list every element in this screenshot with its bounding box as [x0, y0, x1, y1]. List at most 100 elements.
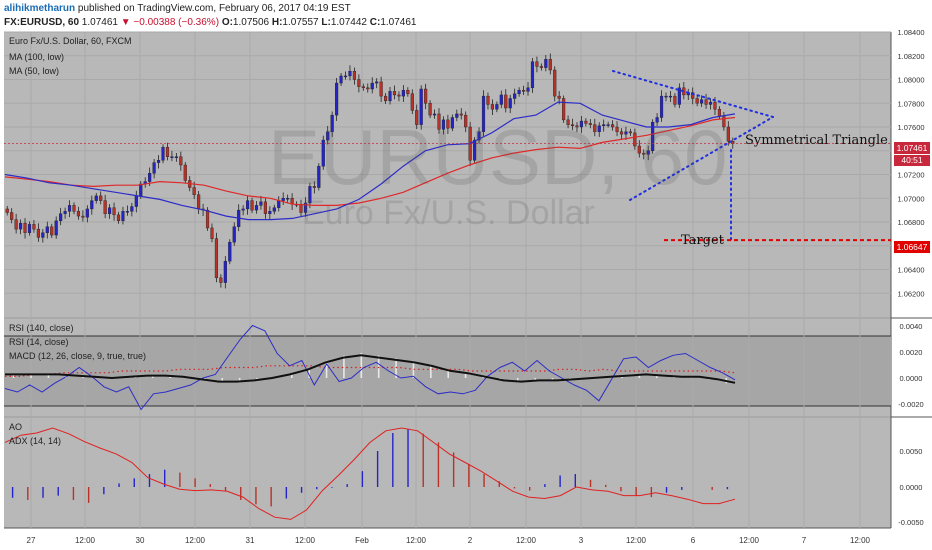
- candle-body: [624, 131, 628, 135]
- candle-body: [713, 101, 717, 110]
- candle-body: [63, 211, 67, 214]
- candle-body: [5, 208, 9, 213]
- candle-body: [588, 123, 592, 125]
- candle-body: [263, 201, 267, 214]
- candle-body: [250, 200, 254, 211]
- main-title[interactable]: Euro Fx/U.S. Dollar, 60, FXCM: [9, 36, 132, 46]
- candle-body: [379, 81, 383, 97]
- candle-body: [504, 94, 508, 109]
- time-tick-label: 27: [27, 536, 36, 545]
- ao-tick-label: 0.0050: [900, 447, 923, 456]
- candle-body: [36, 228, 40, 238]
- candle-body: [156, 160, 161, 163]
- candle-body: [108, 207, 112, 214]
- candle-body: [383, 95, 388, 102]
- candle-body: [677, 87, 681, 105]
- candle-body: [210, 227, 214, 239]
- candle-body: [401, 89, 405, 97]
- study-ao[interactable]: AO: [9, 422, 23, 432]
- price-tick-label: 1.08400: [897, 28, 924, 37]
- candle-body: [566, 119, 570, 125]
- candle-body: [432, 113, 437, 116]
- candle-body: [343, 75, 348, 78]
- candle-body: [139, 183, 143, 197]
- candle-body: [615, 126, 619, 132]
- candle-body: [99, 195, 103, 201]
- candle-body: [223, 260, 227, 283]
- time-tick-label: 31: [246, 536, 255, 545]
- candle-body: [437, 113, 441, 130]
- ao-pane-bg[interactable]: [4, 418, 891, 528]
- candle-body: [85, 208, 89, 218]
- candle-body: [326, 131, 330, 141]
- price-value: 1.07461: [81, 17, 118, 28]
- price-tick-label: 1.06800: [897, 218, 924, 227]
- grid-lines: [4, 31, 891, 528]
- candle-body: [81, 215, 85, 218]
- study-adx[interactable]: ADX (14, 14): [9, 436, 62, 446]
- candle-body: [597, 125, 601, 132]
- study-rsi14[interactable]: RSI (14, close): [9, 337, 69, 347]
- annotations: [4, 70, 891, 244]
- candle-body: [708, 101, 713, 105]
- candle-body: [45, 226, 49, 233]
- study-ma100[interactable]: MA (100, low): [9, 52, 65, 62]
- price-tick-label: 1.08000: [897, 76, 924, 85]
- candle-body: [268, 211, 272, 214]
- candle-body: [59, 213, 63, 222]
- candle-body: [76, 211, 81, 217]
- candle-body: [517, 89, 521, 94]
- target-annotation[interactable]: Target: [681, 233, 724, 248]
- candle-body: [726, 126, 730, 142]
- candle-body: [375, 81, 379, 84]
- price-axis-bg[interactable]: [891, 32, 932, 528]
- candle-body: [424, 88, 428, 104]
- time-tick-label: 12:00: [850, 536, 871, 545]
- candle-body: [628, 131, 632, 134]
- candle-body: [67, 205, 72, 212]
- author-link[interactable]: alihikmetharun: [4, 3, 76, 14]
- triangle-annotation[interactable]: Symmetrical Triangle: [745, 133, 888, 148]
- time-tick-label: 12:00: [75, 536, 96, 545]
- candle-body: [121, 211, 125, 222]
- candle-body: [27, 224, 32, 233]
- candle-body: [165, 146, 170, 157]
- osc-tick-label: -0.0020: [898, 400, 923, 409]
- candle-body: [308, 186, 312, 204]
- candle-body: [14, 219, 18, 230]
- candle-body: [651, 122, 655, 151]
- candle-body: [695, 98, 699, 104]
- candle-body: [495, 104, 499, 110]
- candle-body: [513, 93, 517, 99]
- time-tick-label: 12:00: [406, 536, 427, 545]
- ma100-line: [4, 116, 736, 206]
- ma50-line: [4, 101, 736, 221]
- time-axis-bg[interactable]: [4, 528, 891, 550]
- candle-body: [330, 114, 334, 132]
- time-tick-label: 12:00: [739, 536, 760, 545]
- study-macd[interactable]: MACD (12, 26, close, 9, true, true): [9, 351, 147, 361]
- candle-body: [130, 206, 134, 212]
- candle-body: [228, 241, 232, 262]
- candle-body: [303, 202, 308, 213]
- candle-body: [535, 61, 539, 67]
- study-rsi140[interactable]: RSI (140, close): [9, 323, 74, 333]
- candle-body: [161, 146, 165, 161]
- candle-body: [32, 224, 36, 230]
- candle-body: [361, 86, 365, 89]
- candle-body: [459, 113, 463, 116]
- candle-body: [508, 98, 512, 109]
- candle-body: [490, 104, 494, 110]
- time-tick-label: 30: [136, 536, 145, 545]
- candle-body: [406, 89, 410, 94]
- symbol-line: FX:EURUSD, 60 1.07461 ▼ −0.00388 (−0.36%…: [4, 17, 416, 28]
- ao-marks: [4, 427, 736, 520]
- study-ma50[interactable]: MA (50, low): [9, 66, 60, 76]
- osc-tick-label: 0.0040: [900, 322, 923, 331]
- close-label: C:: [369, 17, 381, 28]
- symbol-label: FX:EURUSD, 60: [4, 17, 80, 28]
- candle-body: [41, 232, 45, 238]
- candle-body: [499, 94, 503, 105]
